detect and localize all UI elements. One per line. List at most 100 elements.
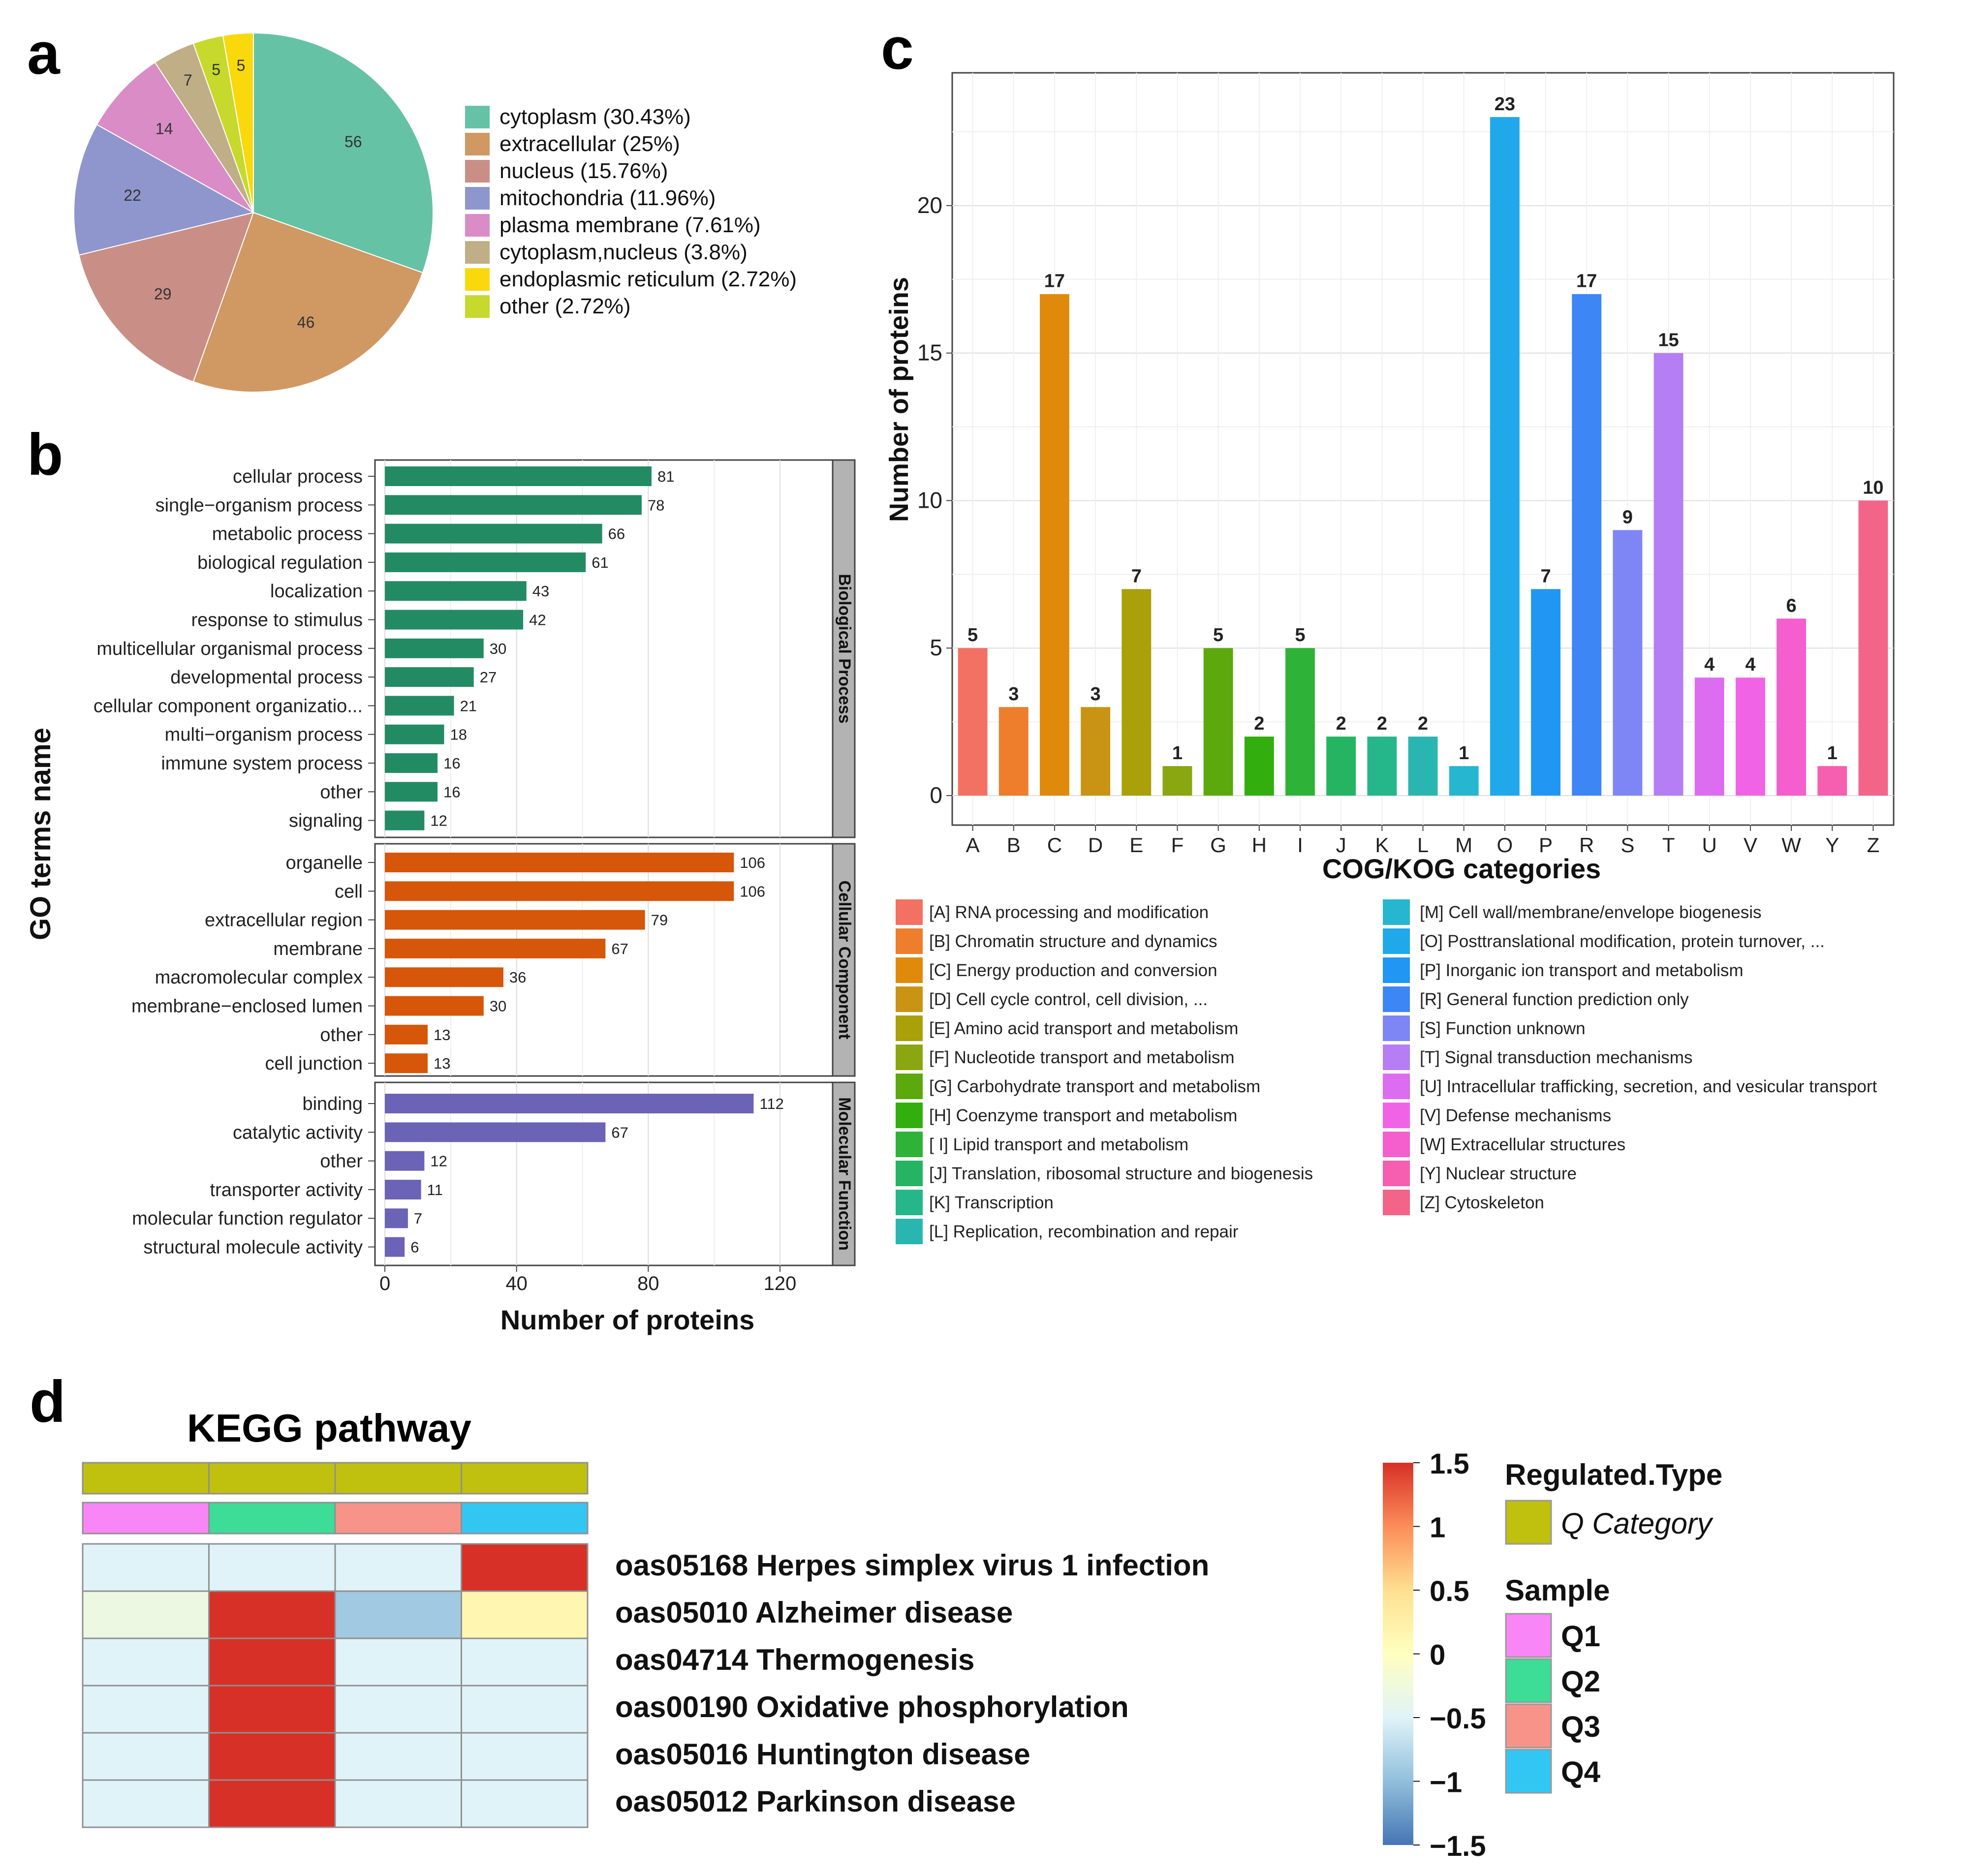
- go-term-label: cellular component organizatio...: [94, 696, 363, 716]
- go-term-label: extracellular region: [205, 910, 363, 931]
- cog-x-tick-label: T: [1662, 833, 1675, 857]
- go-bar-value: 42: [529, 612, 546, 629]
- cog-bar-value: 2: [1377, 713, 1387, 734]
- go-term-label: cell junction: [265, 1053, 363, 1074]
- go-bar-value: 36: [509, 969, 526, 986]
- go-term-label: membrane−enclosed lumen: [131, 996, 363, 1017]
- annotation-regulated-cell: [461, 1462, 589, 1495]
- go-bar-value: 106: [740, 883, 765, 900]
- go-bar-value: 30: [490, 640, 506, 657]
- cog-x-tick-label: R: [1579, 833, 1594, 857]
- go-term-label: membrane: [273, 939, 363, 959]
- cog-legend-swatch: [1383, 957, 1410, 983]
- go-bar-value: 67: [611, 1124, 628, 1141]
- pie-legend-swatch: [465, 160, 490, 183]
- cog-bar: [1162, 766, 1192, 796]
- cog-bar-value: 2: [1418, 713, 1428, 734]
- cog-x-tick-label: G: [1210, 833, 1226, 857]
- go-bar-value: 43: [532, 583, 549, 600]
- heatmap-cell: [334, 1779, 462, 1828]
- cog-x-tick-label: I: [1297, 833, 1303, 857]
- legend-sample-swatch: [1505, 1658, 1552, 1703]
- go-bar: [385, 910, 645, 930]
- go-bar-value: 12: [430, 1153, 447, 1170]
- cog-bar: [1777, 618, 1807, 796]
- go-bar: [385, 638, 484, 658]
- cog-bar-value: 4: [1745, 654, 1755, 675]
- cog-bar: [1572, 294, 1602, 796]
- go-x-tick-label: 80: [637, 1273, 659, 1294]
- go-x-tick-label: 40: [505, 1273, 528, 1294]
- go-term-label: developmental process: [170, 667, 363, 688]
- cog-x-tick-label: Z: [1867, 833, 1880, 857]
- pie-slice-label: 56: [344, 133, 362, 151]
- cog-x-tick-label: P: [1539, 833, 1553, 857]
- pie-slice-label: 7: [184, 71, 192, 89]
- go-bar: [385, 523, 602, 544]
- cog-x-tick-label: V: [1744, 833, 1757, 857]
- go-bar: [385, 881, 734, 901]
- heatmap-cell: [82, 1590, 210, 1639]
- cog-legend-label: [G] Carbohydrate transport and metabolis…: [929, 1077, 1260, 1096]
- cog-legend-label: [J] Translation, ribosomal structure and…: [929, 1164, 1313, 1183]
- cog-bar: [1408, 737, 1438, 796]
- go-term-label: other: [320, 1151, 363, 1172]
- go-term-label: immune system process: [161, 753, 363, 774]
- cog-legend-label: [H] Coenzyme transport and metabolism: [929, 1106, 1237, 1125]
- go-bar-value: 13: [434, 1055, 450, 1072]
- cog-legend-label: [F] Nucleotide transport and metabolism: [929, 1048, 1235, 1067]
- go-term-label: catalytic activity: [233, 1122, 363, 1143]
- cog-legend-swatch: [896, 1103, 923, 1128]
- annotation-sample-cell: [461, 1502, 589, 1535]
- cog-x-tick-label: S: [1621, 833, 1634, 857]
- cog-bar-value: 1: [1459, 743, 1469, 764]
- go-facet-strip: [832, 843, 856, 1077]
- cog-bar-value: 7: [1540, 566, 1551, 586]
- cog-legend-label: [R] General function prediction only: [1420, 990, 1689, 1009]
- cog-legend-label: [V] Defense mechanisms: [1420, 1106, 1611, 1125]
- go-facet-label: Biological Process: [835, 574, 854, 723]
- pie-slice: [73, 123, 255, 256]
- go-facet-label: Molecular Function: [835, 1097, 854, 1251]
- cog-x-tick-label: M: [1455, 833, 1472, 857]
- annotation-sample-cell: [334, 1502, 462, 1535]
- cog-legend-label: [P] Inorganic ion transport and metaboli…: [1420, 961, 1744, 980]
- cog-legend-swatch: [1383, 986, 1410, 1012]
- pie-slice: [192, 212, 424, 393]
- go-bar: [385, 996, 484, 1016]
- legend-sample-swatch: [1505, 1613, 1552, 1658]
- heatmap-cell: [334, 1543, 462, 1592]
- go-bar: [385, 1151, 425, 1171]
- cog-x-tick-label: C: [1047, 833, 1062, 857]
- go-bar-value: 12: [430, 812, 447, 830]
- cog-x-tick-label: F: [1171, 833, 1184, 857]
- go-bar: [385, 1053, 428, 1074]
- cog-x-tick-label: L: [1417, 833, 1429, 857]
- heatmap-row-label: oas05016 Huntington disease: [615, 1738, 1030, 1771]
- legend-regulated-label: Q Category: [1561, 1507, 1714, 1540]
- cog-bar-value: 4: [1704, 654, 1715, 675]
- go-bar-value: 81: [657, 468, 674, 485]
- cog-x-tick-label: A: [966, 833, 980, 857]
- annotation-regulated-cell: [82, 1462, 210, 1495]
- go-bar: [385, 667, 474, 687]
- go-bar: [385, 753, 438, 773]
- pie-legend-label: plasma membrane (7.61%): [499, 213, 761, 237]
- cog-legend-label: [Z] Cytoskeleton: [1420, 1193, 1544, 1212]
- cog-bar-value: 5: [1295, 625, 1305, 646]
- cog-bar: [1244, 737, 1274, 796]
- go-bar: [385, 1208, 408, 1229]
- pie-slice-label: 5: [237, 57, 246, 74]
- cog-bar: [1694, 677, 1724, 796]
- go-bar-value: 112: [759, 1095, 783, 1112]
- heatmap-cell: [334, 1685, 462, 1734]
- cog-legend-label: [K] Transcription: [929, 1193, 1054, 1212]
- go-bar: [385, 610, 524, 630]
- cog-legend-label: [B] Chromatin structure and dynamics: [929, 932, 1217, 951]
- cog-y-tick-label: 5: [930, 635, 942, 660]
- cog-legend-label: [Y] Nuclear structure: [1420, 1164, 1577, 1183]
- cog-legend: [A] RNA processing and modification [B] C…: [896, 899, 1877, 1244]
- pie-legend-label: cytoplasm,nucleus (3.8%): [499, 240, 748, 264]
- go-y-axis-title: GO terms name: [25, 728, 57, 940]
